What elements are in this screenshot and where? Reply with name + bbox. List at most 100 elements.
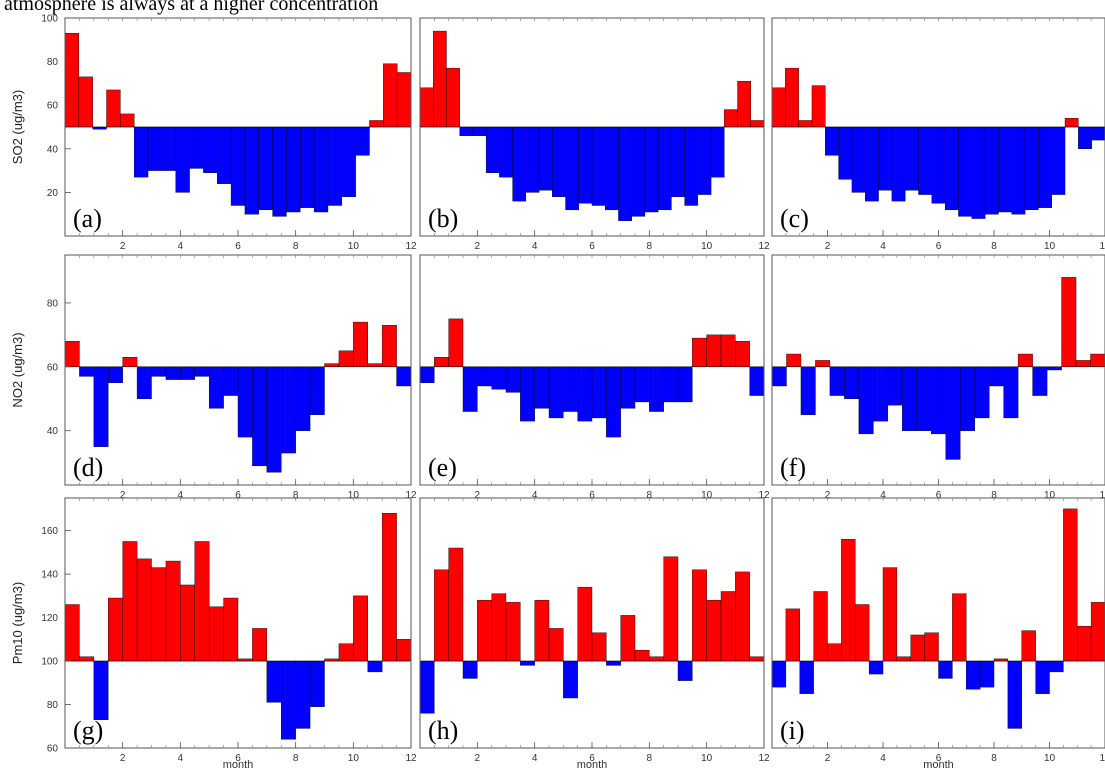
- panel-d: 2 4 6 8 10 12 40 60 80 NO2 (ug/m3) (d): [10, 254, 417, 501]
- panel-e: 2 4 6 8 10 12 (e): [419, 254, 770, 501]
- bar-g-1: [64, 604, 80, 662]
- bar-d-12: [223, 366, 239, 396]
- bar-d-14: [252, 366, 268, 467]
- bar-a-22: [355, 126, 370, 156]
- x-tick-label: 4: [880, 241, 886, 252]
- y-axis-label: NO2 (ug/m3): [10, 332, 25, 407]
- bar-i-6: [841, 539, 856, 662]
- x-tick-label: 2: [825, 490, 831, 501]
- bar-h-14: [606, 660, 621, 666]
- bar-h-23: [735, 571, 750, 662]
- bar-b-12: [565, 126, 579, 211]
- bar-b-9: [525, 126, 540, 193]
- bar-a-11: [203, 126, 218, 173]
- bar-e-9: [534, 366, 550, 409]
- bar-h-21: [706, 599, 722, 662]
- y-tick-label: 80: [47, 700, 59, 711]
- bar-f-8: [873, 366, 889, 422]
- bar-f-4: [815, 360, 831, 368]
- bar-f-21: [1061, 277, 1077, 367]
- y-tick-label: 100: [41, 657, 58, 668]
- bar-f-22: [1075, 360, 1091, 368]
- bar-a-17: [286, 126, 301, 213]
- bar-f-18: [1017, 353, 1033, 368]
- x-tick-label: 8: [293, 241, 299, 252]
- x-tick-label: 12: [405, 753, 417, 764]
- y-tick-label: 40: [47, 426, 59, 437]
- bar-d-6: [136, 366, 152, 399]
- bar-i-14: [952, 593, 967, 662]
- bar-c-22: [1051, 126, 1066, 195]
- bar-c-13: [931, 126, 946, 204]
- x-tick-label: 6: [235, 753, 241, 764]
- bar-c-16: [971, 126, 986, 219]
- bar-f-23: [1090, 353, 1105, 368]
- bar-f-1: [771, 366, 787, 387]
- bar-c-12: [918, 126, 933, 195]
- x-tick-label: 6: [589, 753, 595, 764]
- x-tick-label: 10: [1044, 753, 1056, 764]
- bar-b-4: [459, 126, 474, 136]
- y-tick-label: 40: [47, 144, 59, 155]
- bar-i-9: [882, 567, 898, 662]
- bar-d-5: [122, 357, 138, 368]
- bar-b-26: [750, 120, 765, 128]
- panel-label: (f): [780, 453, 806, 482]
- bar-i-3: [799, 660, 814, 694]
- bar-f-16: [988, 366, 1004, 387]
- bar-f-14: [960, 366, 975, 431]
- bar-f-13: [945, 366, 961, 460]
- bar-f-2: [786, 353, 802, 368]
- bar-f-9: [887, 366, 903, 406]
- bar-c-21: [1038, 126, 1052, 208]
- bar-h-13: [591, 632, 607, 662]
- bar-e-11: [563, 366, 578, 412]
- y-tick-label: 160: [41, 526, 58, 537]
- bar-b-15: [605, 126, 619, 211]
- bar-a-4: [106, 89, 121, 128]
- bar-b-16: [618, 126, 632, 221]
- panel-label: (e): [428, 453, 457, 482]
- bar-c-18: [998, 126, 1012, 213]
- bar-c-4: [811, 85, 826, 128]
- bar-d-22: [367, 363, 383, 367]
- bar-b-20: [671, 126, 685, 197]
- bar-e-4: [462, 366, 478, 412]
- bar-h-5: [477, 599, 492, 662]
- bar-a-6: [133, 126, 149, 178]
- x-axis-label: month: [577, 759, 608, 769]
- bar-a-20: [327, 126, 342, 206]
- bar-e-18: [663, 366, 679, 403]
- bar-a-23: [369, 120, 384, 128]
- x-tick-label: 8: [991, 490, 997, 501]
- bar-e-5: [477, 366, 492, 387]
- bar-c-3: [798, 120, 813, 128]
- bar-e-7: [505, 366, 521, 393]
- bar-g-24: [396, 639, 412, 662]
- x-tick-label: 10: [701, 241, 713, 252]
- bar-c-20: [1024, 126, 1039, 211]
- y-tick-label: 60: [47, 101, 59, 112]
- x-tick-label: 6: [589, 241, 595, 252]
- bar-h-7: [505, 602, 521, 662]
- bar-b-2: [433, 30, 447, 128]
- bar-b-5: [472, 126, 487, 136]
- bar-b-3: [446, 67, 460, 128]
- y-tick-label: 60: [47, 362, 59, 373]
- x-tick-label: 12: [1099, 490, 1105, 501]
- x-tick-label: 8: [991, 753, 997, 764]
- x-tick-label: 8: [293, 753, 299, 764]
- x-tick-label: 4: [178, 490, 184, 501]
- bar-h-1: [419, 660, 435, 714]
- bar-h-12: [577, 586, 593, 662]
- y-tick-label: 120: [41, 613, 58, 624]
- bar-g-16: [281, 660, 296, 740]
- bar-h-16: [634, 649, 650, 662]
- bar-i-15: [966, 660, 981, 690]
- bar-b-14: [591, 126, 606, 206]
- bar-c-17: [984, 126, 999, 215]
- bar-a-16: [272, 126, 287, 217]
- x-tick-label: 10: [348, 753, 360, 764]
- bar-h-9: [534, 599, 550, 662]
